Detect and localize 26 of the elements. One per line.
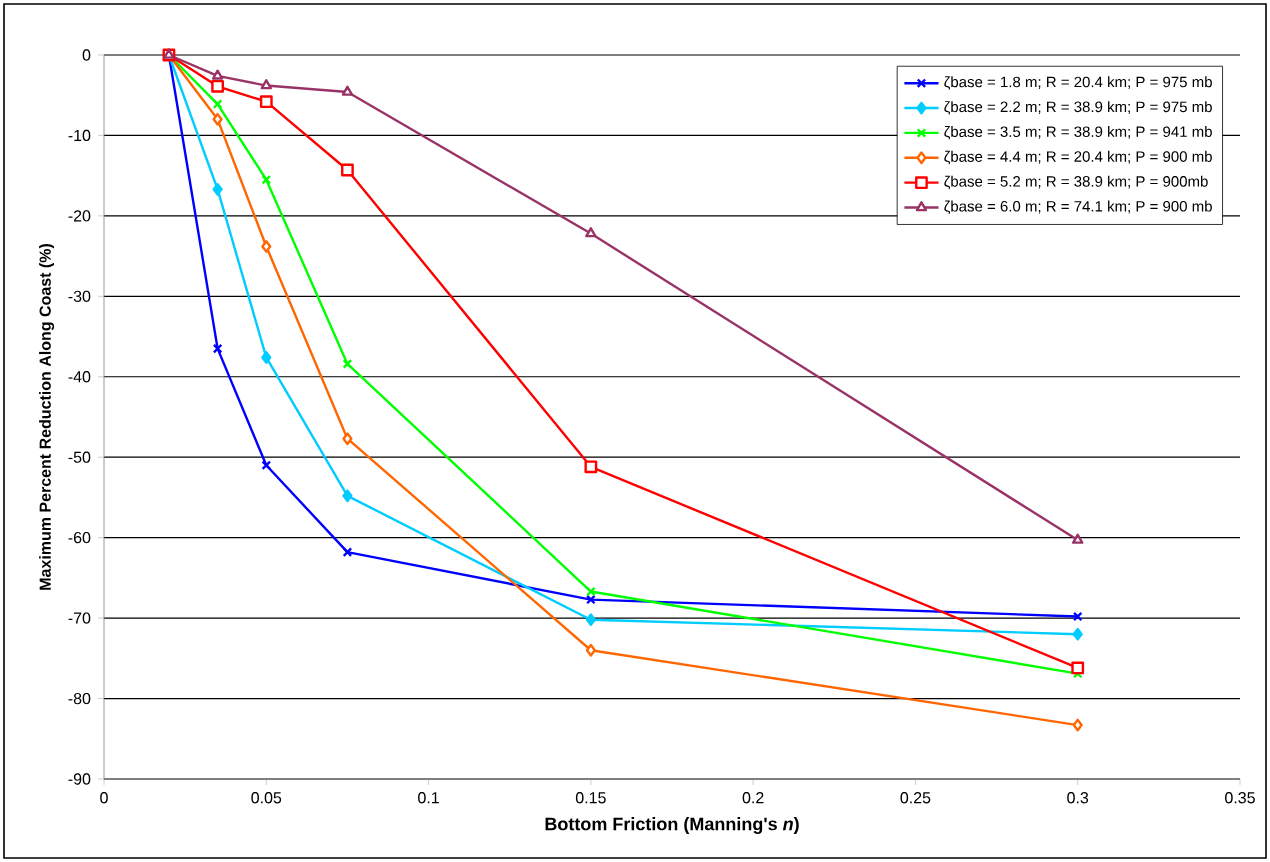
y-axis-title: Maximum Percent Reduction Along Coast (%) bbox=[39, 244, 55, 590]
y-tick-label: -60 bbox=[68, 531, 91, 544]
y-tick-label: -20 bbox=[68, 210, 91, 222]
x-tick-label: 0 bbox=[100, 792, 108, 804]
x-tick-label: 0.25 bbox=[900, 792, 931, 804]
y-tick-label: -30 bbox=[68, 290, 91, 302]
legend-label: ζbase = 6.0 m; R = 74.1 km; P = 900 mb bbox=[944, 200, 1212, 215]
x-axis-title: Bottom Friction (Manning's n) bbox=[545, 817, 799, 834]
y-tick-label: 0 bbox=[82, 49, 91, 61]
y-tick-label: -90 bbox=[68, 773, 91, 785]
legend-label: ζbase = 5.2 m; R = 38.9 km; P = 900mb bbox=[944, 175, 1208, 190]
legend-label: ζbase = 1.8 m; R = 20.4 km; P = 975 mb bbox=[944, 76, 1212, 90]
y-tick-label: -50 bbox=[68, 451, 91, 463]
legend-label: ζbase = 4.4 m; R = 20.4 km; P = 900 mb bbox=[944, 150, 1212, 165]
y-tick-label: -80 bbox=[68, 692, 91, 705]
x-tick-label: 0.15 bbox=[575, 792, 606, 804]
x-tick-label: 0.35 bbox=[1225, 792, 1255, 804]
y-tick-label: -10 bbox=[68, 129, 91, 142]
x-tick-label: 0.3 bbox=[1067, 792, 1089, 804]
legend-label: ζbase = 3.5 m; R = 38.9 km; P = 941 mb bbox=[944, 126, 1212, 140]
x-tick-label: 0.2 bbox=[742, 792, 764, 804]
legend-label: ζbase = 2.2 m; R = 38.9 km; P = 975 mb bbox=[944, 101, 1212, 115]
y-tick-label: -70 bbox=[68, 612, 91, 624]
x-tick-label: 0.05 bbox=[251, 792, 282, 804]
x-tick-label: 0.1 bbox=[418, 792, 439, 804]
y-tick-label: -40 bbox=[68, 371, 91, 383]
